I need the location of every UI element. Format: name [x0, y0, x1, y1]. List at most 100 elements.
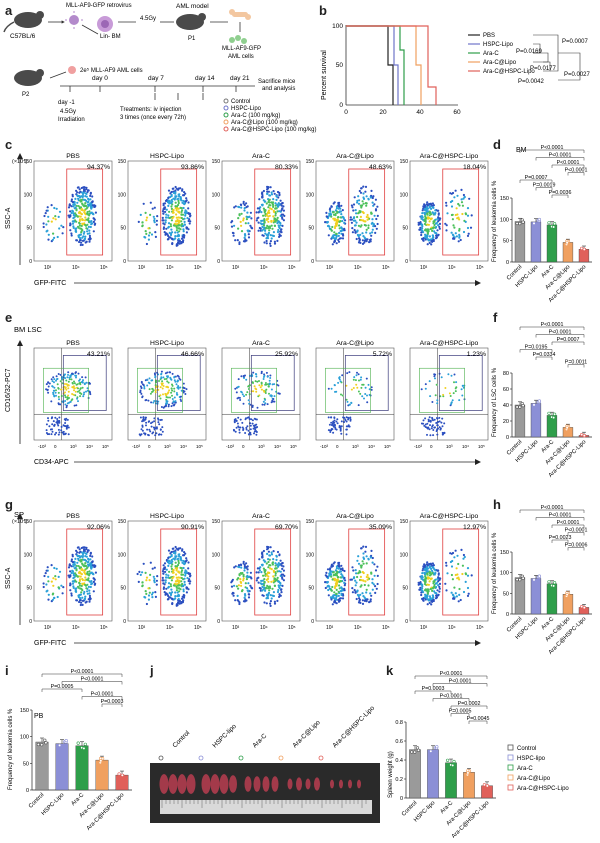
svg-text:10³: 10³ [138, 265, 146, 271]
svg-text:0: 0 [344, 109, 348, 116]
svg-text:and analysis: and analysis [262, 86, 295, 92]
bar [530, 221, 542, 263]
data-point [435, 745, 439, 749]
svg-text:0: 0 [311, 259, 314, 265]
svg-text:10³: 10³ [420, 625, 428, 631]
flow-plot: Ara-C 69.70% 10³ 10⁴ 10⁵ 0 50 100 150 [212, 513, 301, 631]
data-point [582, 247, 586, 251]
svg-text:10⁵: 10⁵ [100, 265, 108, 271]
svg-text:0: 0 [217, 619, 220, 625]
svg-text:0: 0 [405, 259, 408, 265]
significance-bracket [41, 673, 123, 677]
spleen-sample [177, 774, 187, 794]
svg-text:10⁴: 10⁴ [180, 444, 187, 449]
x-tick-label: Ara-C [439, 800, 454, 815]
gate-percent: 43.21% [87, 351, 110, 358]
svg-text:10³: 10³ [258, 444, 265, 449]
spleen-group-label: Control [171, 729, 191, 749]
svg-text:0: 0 [29, 619, 32, 625]
svg-text:-10³: -10³ [226, 444, 235, 449]
svg-text:50: 50 [214, 586, 220, 592]
significance-bracket [414, 690, 452, 694]
spleen-group-label: HSPC-lipo [211, 723, 238, 750]
legend-marker [507, 774, 514, 781]
bar [463, 772, 475, 799]
bar-chart-title: BM [516, 147, 527, 154]
panel-label-g: g [5, 497, 13, 512]
bar [445, 762, 457, 799]
svg-text:-10³: -10³ [38, 444, 47, 449]
svg-text:150: 150 [24, 519, 33, 525]
legend-label: Ara-C [517, 766, 533, 772]
y-tick-label: 40 [503, 403, 509, 409]
bar [514, 577, 526, 615]
bar-ylabel: Frequency of leukemia cells % [492, 532, 498, 614]
p-value-label: P<0.0001 [81, 677, 104, 683]
flow-row-c: (×10⁴)SSC-AGFP-FITCPBS94.37%10³10⁴10⁵050… [0, 145, 495, 305]
data-point [547, 580, 551, 584]
svg-text:MLL-AF9-GFP: MLL-AF9-GFP [222, 46, 261, 52]
gate-percent: 48.63% [369, 164, 392, 171]
svg-text:10³: 10³ [232, 265, 240, 271]
x-tick-label: Control [28, 792, 45, 809]
svg-text:10³: 10³ [326, 625, 334, 631]
panel-label-e: e [5, 310, 13, 325]
data-point [580, 432, 584, 437]
p-value-label: P<0.0001 [91, 692, 114, 698]
svg-text:50: 50 [402, 586, 408, 592]
svg-text:10⁴: 10⁴ [72, 265, 80, 271]
svg-text:100: 100 [24, 552, 33, 558]
svg-text:10⁴: 10⁴ [354, 625, 362, 631]
legend-hspc-marker [223, 105, 229, 111]
spleen-group-label: Ara-C [251, 732, 268, 749]
svg-text:10⁵: 10⁵ [476, 265, 484, 271]
flow-row-header: BM LSC [14, 325, 43, 334]
data-point [547, 221, 551, 225]
bar-ylabel: Spleen weight (g) [388, 751, 394, 798]
gate-percent: 80.33% [275, 164, 298, 171]
svg-text:40: 40 [416, 109, 424, 116]
cells-icon [229, 35, 247, 44]
spleen-sample [296, 777, 302, 791]
p-value-label: P<0.0001 [549, 513, 572, 519]
data-point [515, 405, 519, 409]
significance-bracket [432, 698, 470, 702]
gate-box [160, 168, 198, 256]
p-value-label: P=0.0005 [449, 709, 472, 715]
svg-text:Ara-C: Ara-C [483, 51, 499, 57]
data-point [521, 403, 525, 408]
spleen-sample [201, 774, 211, 794]
flow-plot-title: Ara-C@Lipo [336, 340, 374, 347]
svg-text:100: 100 [306, 552, 315, 558]
flow-plot: PBS 92.06% 10³ 10⁴ 10⁵ 0 50 100 150 [24, 513, 113, 631]
legend-label: Control [517, 746, 536, 752]
flow-plot-title: PBS [66, 153, 80, 160]
y-tick-label: 0.2 [395, 777, 403, 783]
gate-box-lsc [62, 355, 107, 411]
svg-text:0: 0 [29, 259, 32, 265]
flow-plot-title: Ara-C [252, 153, 270, 160]
flow-plot: Ara-C@HSPC-Lipo 1.23% -10³ 0 10³ 10⁴ 10⁵ [409, 340, 489, 449]
svg-text:10⁵: 10⁵ [194, 265, 202, 271]
bar-chart-title: PB [34, 713, 44, 720]
data-point [429, 749, 433, 753]
data-point [120, 773, 124, 777]
panel-label-f: f [493, 310, 498, 325]
significance-bracket [519, 179, 553, 183]
bar [546, 224, 558, 263]
svg-text:0: 0 [405, 619, 408, 625]
svg-text:day 14: day 14 [195, 75, 215, 82]
data-point [518, 405, 522, 409]
p-value-label: P<0.0001 [549, 330, 572, 336]
y-tick-label: 0 [506, 612, 509, 618]
panel-label-i: i [5, 663, 9, 678]
significance-bracket [551, 341, 585, 345]
gate-box [254, 168, 292, 256]
svg-text:AML cells: AML cells [228, 54, 254, 60]
survival-curve-arahspc [346, 25, 437, 105]
data-point [521, 220, 525, 224]
svg-text:Sacrifice mice: Sacrifice mice [258, 79, 296, 85]
ruler [160, 800, 372, 814]
svg-text:50: 50 [120, 226, 126, 232]
